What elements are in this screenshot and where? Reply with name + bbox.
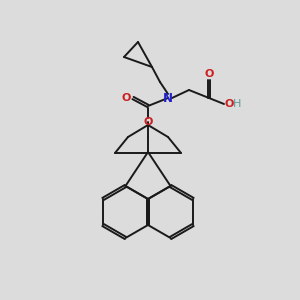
- Text: H: H: [233, 99, 241, 109]
- Text: O: O: [204, 69, 214, 79]
- Text: O: O: [143, 117, 153, 127]
- Text: N: N: [163, 92, 173, 104]
- Text: O: O: [121, 93, 131, 103]
- Text: O: O: [224, 99, 234, 109]
